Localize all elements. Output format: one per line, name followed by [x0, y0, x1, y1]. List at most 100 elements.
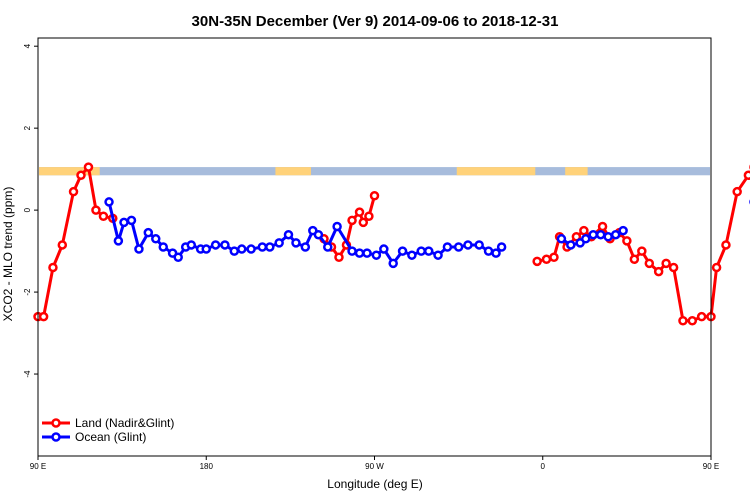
ocean-glint-point — [113, 236, 124, 246]
x-tick-label: 90 E — [30, 462, 46, 471]
ocean-glint-point — [474, 240, 484, 250]
ocean-glint-point — [323, 242, 333, 252]
ocean-glint-point — [119, 217, 129, 228]
ocean-glint-point — [397, 246, 408, 256]
ocean-glint-point — [371, 250, 382, 260]
land-nadir-glint-point — [76, 170, 86, 181]
ocean-glint-point — [407, 250, 417, 260]
ocean-glint-point — [483, 246, 494, 256]
land-nadir-glint-point — [48, 262, 58, 273]
land-nadir-glint-point — [91, 205, 101, 215]
y-axis-label: XCO2 - MLO trend (ppm) — [1, 187, 15, 322]
ocean-glint-point — [610, 229, 621, 240]
land-nadir-glint-point — [579, 225, 589, 236]
ocean-glint-point — [126, 215, 137, 226]
ocean-glint-line — [107, 201, 503, 265]
x-tick-label: 0 — [541, 462, 546, 471]
land-nadir-glint-point — [678, 316, 688, 326]
land-nadir-glint-point — [711, 262, 722, 273]
ocean-glint-point — [416, 246, 426, 256]
ocean-glint-point — [442, 242, 453, 252]
land-nadir-glint-point — [743, 170, 750, 181]
ocean-glint-point — [257, 242, 268, 252]
land-nadir-glint-point — [644, 258, 655, 269]
ocean-glint-point — [246, 244, 256, 254]
ocean-glint-point — [173, 252, 183, 262]
y-tick-label: 0 — [23, 207, 32, 212]
land-nadir-glint-line — [38, 165, 114, 319]
land-nadir-glint-point — [98, 211, 109, 222]
ocean-glint-point — [158, 242, 169, 252]
ocean-band — [39, 167, 710, 176]
land-nadir-glint-point — [622, 236, 632, 246]
ocean-glint-point — [143, 227, 154, 238]
land-nadir-glint-point — [629, 254, 640, 265]
x-axis-label: Longitude (deg E) — [327, 477, 422, 491]
land-nadir-glint-point — [68, 186, 79, 197]
ocean-glint-point — [433, 250, 443, 260]
ocean-glint-point — [283, 229, 294, 240]
axes: 90 E 180 90 W 0 90 E 4 2 0 -2 -4 — [23, 43, 719, 471]
ocean-glint-point — [229, 246, 240, 256]
ocean-glint-point — [291, 238, 301, 248]
ocean-glint-point — [354, 248, 365, 258]
land-nadir-glint-point — [354, 207, 365, 217]
ocean-glint-point — [151, 234, 161, 244]
x-tick-label: 180 — [200, 462, 214, 471]
ocean-glint-point — [332, 221, 342, 232]
y-tick-label: 4 — [23, 43, 32, 48]
legend-marker-land-nadir-glint — [51, 418, 61, 428]
land-band-segment — [39, 167, 100, 176]
legend-label-ocean-glint: Ocean (Glint) — [75, 430, 146, 444]
ocean-glint-point — [210, 240, 221, 250]
land-band-segment — [456, 167, 536, 176]
land-nadir-glint-point — [358, 217, 369, 228]
land-nadir-glint-point — [637, 246, 647, 256]
legend-label-land-nadir-glint: Land (Nadir&Glint) — [75, 416, 174, 430]
ocean-glint-point — [220, 240, 230, 250]
ocean-glint-point — [580, 234, 591, 244]
ocean-glint-point — [453, 242, 464, 252]
ocean-glint-point — [201, 244, 211, 254]
y-tick-label: 2 — [23, 125, 32, 130]
land-nadir-glint-point — [668, 262, 679, 273]
ocean-glint-point — [104, 197, 114, 207]
land-nadir-glint-point — [83, 162, 94, 172]
land-band-segment — [565, 167, 588, 176]
ocean-glint-point — [237, 244, 247, 254]
ocean-glint-point — [388, 258, 398, 269]
land-nadir-glint-point — [661, 258, 671, 269]
ocean-glint-point — [134, 244, 144, 254]
y-tick-label: -2 — [23, 288, 32, 296]
land-ocean-band — [39, 167, 710, 176]
ocean-glint-point — [362, 248, 372, 258]
plot-frame — [37, 37, 712, 457]
land-nadir-glint-point — [541, 254, 552, 265]
land-nadir-glint-point — [597, 221, 608, 232]
x-tick-label: 90 W — [365, 462, 384, 471]
land-nadir-glint-point — [57, 240, 68, 250]
legend-marker-ocean-glint — [51, 432, 61, 442]
x-tick-label: 90 E — [703, 462, 719, 471]
ocean-glint-point — [313, 229, 324, 240]
land-nadir-glint-point — [696, 311, 707, 322]
land-nadir-glint-point — [334, 252, 344, 262]
ocean-glint-point — [379, 244, 389, 254]
data-series — [33, 162, 750, 326]
ocean-glint-point — [300, 242, 311, 252]
ocean-glint-point — [595, 229, 606, 240]
ocean-glint-point — [618, 225, 628, 236]
chart-title: 30N-35N December (Ver 9) 2014-09-06 to 2… — [192, 13, 559, 30]
land-nadir-glint-point — [732, 186, 742, 197]
legend: Land (Nadir&Glint)Ocean (Glint) — [42, 416, 174, 444]
land-nadir-glint-point — [549, 252, 559, 262]
ocean-glint-point — [566, 240, 576, 250]
land-nadir-glint-point — [653, 266, 664, 277]
ocean-glint-point — [423, 246, 434, 256]
ocean-glint-point — [274, 238, 284, 248]
land-nadir-glint-point — [721, 240, 731, 250]
land-nadir-glint-point — [364, 211, 374, 222]
y-tick-label: -4 — [23, 370, 32, 378]
ocean-glint-point — [265, 242, 275, 252]
ocean-glint-point — [603, 232, 613, 242]
